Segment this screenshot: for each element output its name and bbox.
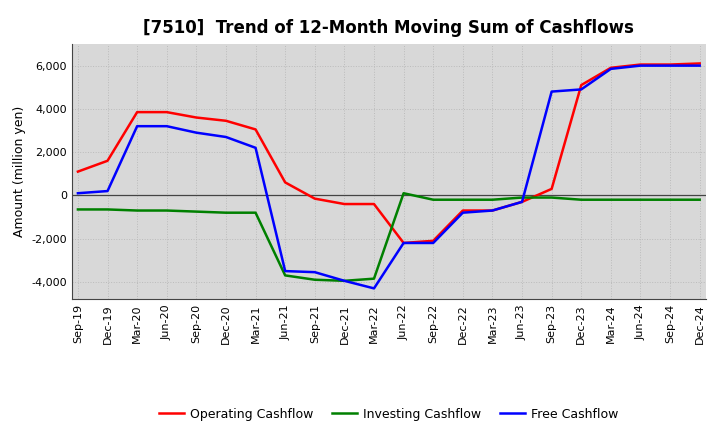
Free Cashflow: [577, 87, 585, 92]
Free Cashflow: [369, 286, 378, 291]
Line: Free Cashflow: Free Cashflow: [78, 66, 700, 288]
Free Cashflow: [340, 278, 348, 283]
Operating Cashflow: [103, 158, 112, 163]
Investing Cashflow: [281, 273, 289, 278]
Free Cashflow: [400, 240, 408, 246]
Operating Cashflow: [459, 208, 467, 213]
Investing Cashflow: [696, 197, 704, 202]
Investing Cashflow: [132, 208, 141, 213]
Investing Cashflow: [73, 207, 82, 212]
Operating Cashflow: [281, 180, 289, 185]
Free Cashflow: [251, 145, 260, 150]
Free Cashflow: [429, 240, 438, 246]
Free Cashflow: [163, 124, 171, 129]
Legend: Operating Cashflow, Investing Cashflow, Free Cashflow: Operating Cashflow, Investing Cashflow, …: [154, 403, 624, 425]
Operating Cashflow: [132, 110, 141, 115]
Free Cashflow: [459, 210, 467, 215]
Investing Cashflow: [103, 207, 112, 212]
Operating Cashflow: [251, 127, 260, 132]
Free Cashflow: [518, 199, 526, 205]
Operating Cashflow: [429, 238, 438, 243]
Operating Cashflow: [340, 202, 348, 207]
Operating Cashflow: [163, 110, 171, 115]
Operating Cashflow: [547, 186, 556, 191]
Operating Cashflow: [222, 118, 230, 123]
Investing Cashflow: [429, 197, 438, 202]
Investing Cashflow: [547, 195, 556, 200]
Investing Cashflow: [251, 210, 260, 215]
Free Cashflow: [132, 124, 141, 129]
Free Cashflow: [606, 66, 615, 72]
Line: Operating Cashflow: Operating Cashflow: [78, 63, 700, 243]
Free Cashflow: [103, 188, 112, 194]
Investing Cashflow: [340, 278, 348, 283]
Operating Cashflow: [606, 65, 615, 70]
Operating Cashflow: [636, 62, 645, 67]
Free Cashflow: [666, 63, 675, 68]
Investing Cashflow: [636, 197, 645, 202]
Investing Cashflow: [163, 208, 171, 213]
Free Cashflow: [73, 191, 82, 196]
Investing Cashflow: [369, 276, 378, 281]
Free Cashflow: [488, 208, 497, 213]
Investing Cashflow: [310, 277, 319, 282]
Operating Cashflow: [488, 208, 497, 213]
Investing Cashflow: [518, 195, 526, 200]
Operating Cashflow: [73, 169, 82, 174]
Investing Cashflow: [577, 197, 585, 202]
Free Cashflow: [696, 63, 704, 68]
Operating Cashflow: [369, 202, 378, 207]
Y-axis label: Amount (million yen): Amount (million yen): [13, 106, 26, 237]
Free Cashflow: [222, 134, 230, 139]
Operating Cashflow: [577, 82, 585, 88]
Investing Cashflow: [488, 197, 497, 202]
Operating Cashflow: [310, 196, 319, 201]
Free Cashflow: [636, 63, 645, 68]
Free Cashflow: [281, 268, 289, 274]
Operating Cashflow: [400, 240, 408, 246]
Line: Investing Cashflow: Investing Cashflow: [78, 193, 700, 281]
Investing Cashflow: [192, 209, 201, 214]
Operating Cashflow: [518, 199, 526, 205]
Operating Cashflow: [696, 61, 704, 66]
Free Cashflow: [310, 270, 319, 275]
Title: [7510]  Trend of 12-Month Moving Sum of Cashflows: [7510] Trend of 12-Month Moving Sum of C…: [143, 19, 634, 37]
Investing Cashflow: [222, 210, 230, 215]
Investing Cashflow: [666, 197, 675, 202]
Operating Cashflow: [666, 62, 675, 67]
Investing Cashflow: [459, 197, 467, 202]
Free Cashflow: [547, 89, 556, 94]
Investing Cashflow: [606, 197, 615, 202]
Investing Cashflow: [400, 191, 408, 196]
Operating Cashflow: [192, 115, 201, 120]
Free Cashflow: [192, 130, 201, 136]
